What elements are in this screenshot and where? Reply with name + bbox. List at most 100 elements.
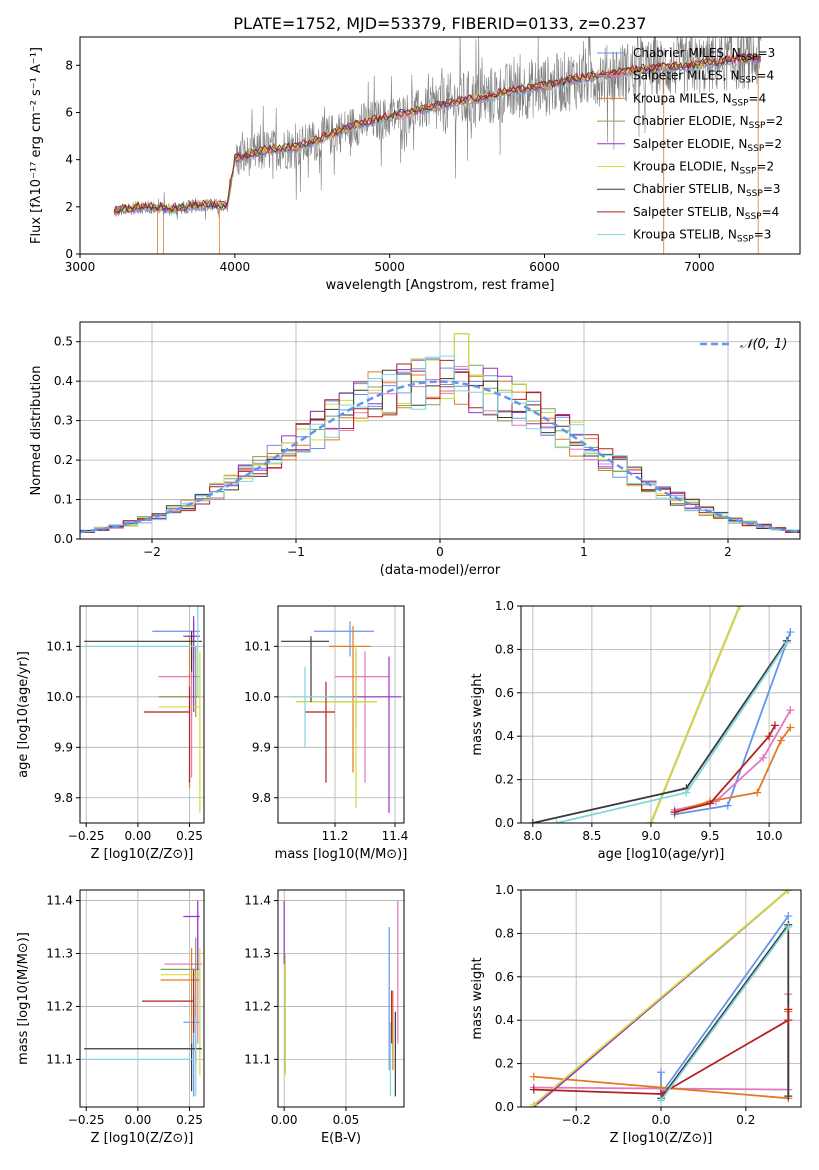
legend-label-chabrier_miles: Chabrier MILES, NSSP=3 — [633, 46, 775, 63]
y-axis-label: age [log10(age/yr)] — [16, 651, 31, 778]
y-tick-label: 0.8 — [495, 642, 514, 656]
mass-weight-marker-salpeter_stelib — [765, 732, 774, 741]
axes-frame — [79, 605, 205, 824]
legend-label-tail: =4 — [756, 69, 774, 83]
mass-weight-marker-kroupa_miles — [753, 788, 762, 797]
errorbar-point-chabrier_stelib — [84, 631, 202, 672]
y-tick-label: 2 — [65, 200, 73, 214]
plot-area-age_vs_mass — [281, 621, 401, 813]
legend-label-sub: SSP — [740, 167, 757, 177]
y-tick-label: 0.4 — [495, 1013, 514, 1027]
x-tick-label: 2 — [724, 545, 732, 559]
x-tick-label: −0.25 — [68, 829, 105, 843]
plot-area-mass_vs_ebv — [283, 900, 399, 1097]
y-tick-label: 11.3 — [46, 947, 73, 961]
legend-label-tail: =3 — [763, 182, 781, 196]
x-tick-label: 0.25 — [176, 1113, 203, 1127]
y-tick-label: 0.8 — [495, 926, 514, 940]
y-tick-label: 10.1 — [244, 639, 271, 653]
mass-weight-marker-salpeter_stelib — [784, 1016, 793, 1025]
y-tick-label: 0.2 — [495, 773, 514, 787]
mass-weight-marker-kroupa_elodie — [735, 606, 744, 610]
axes-frame — [277, 605, 405, 824]
errorbar-point-salpeter_stelib — [144, 686, 191, 783]
x-tick-label: 0.25 — [176, 829, 203, 843]
mass-weight-marker-chabrier_miles — [784, 912, 793, 921]
axes-frame — [79, 36, 801, 255]
x-tick-label: 8.0 — [523, 829, 542, 843]
legend-label-sub: SSP — [745, 212, 762, 222]
y-tick-label: 11.4 — [244, 894, 271, 908]
mass-weight-marker-kroupa_elodie — [529, 1100, 538, 1107]
mass-weight-marker-kroupa_miles — [786, 723, 795, 732]
mass-weight-line-chabrier_stelib — [660, 921, 790, 1099]
y-tick-label: 11.2 — [46, 999, 73, 1013]
x-tick-label: −0.25 — [68, 1113, 105, 1127]
figure-title: PLATE=1752, MJD=53379, FIBERID=0133, z=0… — [233, 14, 646, 33]
y-tick-label: 9.8 — [54, 791, 73, 805]
y-tick-label: 9.8 — [252, 791, 271, 805]
errorbar-point-chabrier_stelib — [281, 636, 329, 702]
mass-weight-marker-salpeter_stelib — [529, 1085, 538, 1094]
x-tick-label: 4000 — [220, 260, 251, 274]
axes-frame — [520, 605, 802, 824]
mass-weight-line-kroupa_elodie — [533, 890, 789, 1106]
axes-frame — [79, 889, 205, 1108]
mass-weight-marker-chabrier_miles — [657, 1068, 665, 1077]
y-tick-label: 0.4 — [495, 729, 514, 743]
legend-label-text: Chabrier STELIB, N — [633, 182, 746, 196]
x-axis-label: E(B-V) — [321, 1131, 361, 1146]
mass-weight-line-chabrier_stelib — [532, 640, 788, 823]
x-tick-label: 0.00 — [125, 829, 152, 843]
x-tick-label: 3000 — [65, 260, 96, 274]
mass-weight-marker-chabrier_stelib — [528, 819, 537, 823]
x-tick-label: 0.2 — [736, 1113, 755, 1127]
plot-area-massweight_vs_Z — [529, 890, 793, 1107]
y-tick-label: 0.1 — [54, 493, 73, 507]
y-tick-label: 0.3 — [54, 414, 73, 428]
legend-label-text: Chabrier MILES, N — [633, 46, 741, 60]
errorbar-point-salpeter_stelib — [305, 681, 335, 783]
x-tick-label: −1 — [287, 545, 305, 559]
x-tick-label: 8.5 — [582, 829, 601, 843]
x-tick-label: 7000 — [684, 260, 715, 274]
y-axis-label: Flux [fλ10⁻¹⁷ erg cm⁻² s⁻¹ A⁻¹] — [29, 47, 44, 244]
mass-weight-marker-chabrier_stelib — [784, 1092, 793, 1101]
chart-massweight_vs_age: 8.0 8.5 9.0 9.5 10.0 0.0 0.2 0.4 0.6 0.8 1.0 age [l… — [470, 599, 802, 862]
y-tick-label: 0.2 — [495, 1057, 514, 1071]
x-axis-label: Z [log10(Z/Z⊙)] — [610, 1131, 713, 1146]
legend-label-tail: =2 — [764, 137, 782, 151]
errorbar-point-kroupa_stelib — [82, 1017, 197, 1097]
mass-weight-line-salpeter_stelib — [533, 1009, 790, 1095]
errorbar-point-salpeter_stelib — [142, 969, 195, 1033]
y-tick-label: 10.0 — [46, 690, 73, 704]
mass-weight-marker-kroupa_stelib — [784, 922, 793, 931]
x-tick-label: −0.2 — [562, 1113, 591, 1127]
legend-label-tail: =3 — [758, 46, 776, 60]
mass-weight-marker-kroupa_miles — [776, 736, 785, 745]
y-tick-label: 11.1 — [46, 1052, 73, 1066]
plot-area-residuals — [80, 333, 800, 534]
mass-weight-marker-kroupa_stelib — [657, 1096, 665, 1105]
legend-label-text: Salpeter STELIB, N — [633, 205, 745, 219]
x-tick-label: 10.0 — [756, 829, 783, 843]
y-tick-label: 11.1 — [244, 1052, 271, 1066]
mass-weight-marker-salpeter_stelib — [784, 1005, 793, 1014]
spectrum-model-line-salpeter_stelib — [113, 53, 761, 214]
y-tick-label: 9.9 — [54, 740, 73, 754]
chart-massweight_vs_Z: −0.2 0.0 0.2 0.0 0.2 0.4 0.6 0.8 1.0 Z [log10(Z/Z… — [470, 883, 802, 1146]
legend-label-gaussian: 𝒩(0, 1) — [740, 337, 787, 352]
plot-area-age_vs_Z — [84, 606, 202, 813]
legend-label-sub: SSP — [732, 98, 749, 108]
y-tick-label: 1.0 — [495, 599, 514, 613]
y-axis-label: mass [log10(M/M⊙)] — [16, 932, 31, 1065]
mass-weight-marker-kroupa_miles — [529, 1072, 538, 1081]
y-tick-label: 0.5 — [54, 335, 73, 349]
y-tick-label: 0.6 — [495, 686, 514, 700]
mass-weight-marker-chabrier_miles — [786, 628, 795, 637]
y-tick-label: 0.6 — [495, 970, 514, 984]
y-tick-label: 11.4 — [46, 894, 73, 908]
legend-label-sub: SSP — [747, 144, 764, 154]
